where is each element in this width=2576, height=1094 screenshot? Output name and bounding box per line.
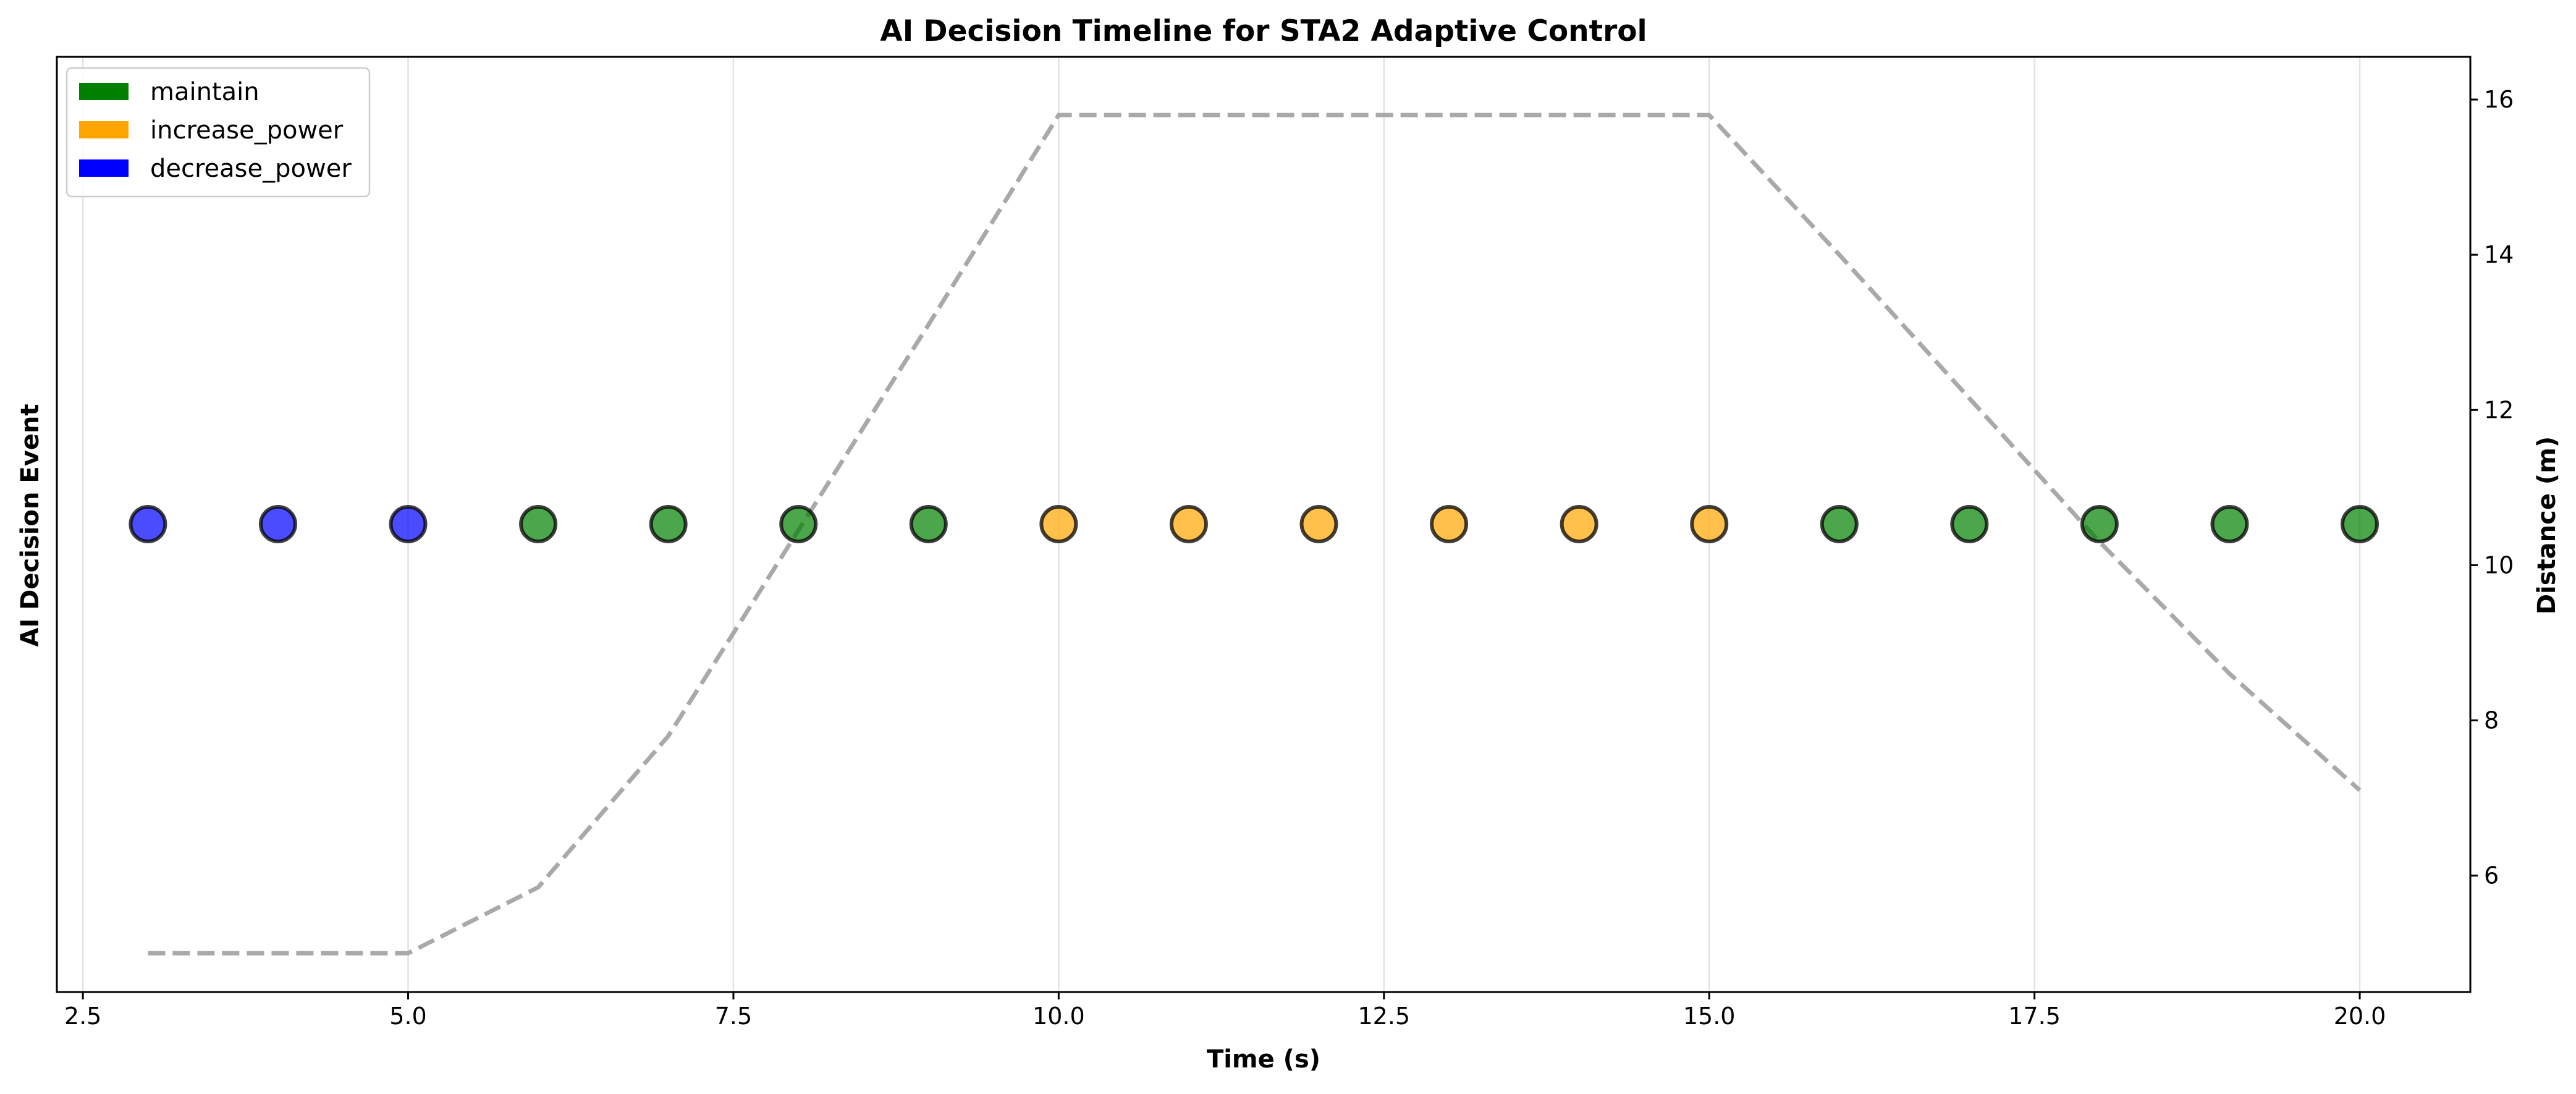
decision-point-increase-power [1299,505,1338,543]
x-axis-label: Time (s) [1207,1045,1320,1074]
x-tick-label: 20.0 [2334,1003,2386,1030]
x-tick-label: 15.0 [1683,1003,1736,1030]
decision-points [129,505,2380,543]
y2-tick-label: 14 [2484,241,2514,268]
decision-point-maintain [909,505,948,543]
decision-point-maintain [649,505,688,543]
legend-label: decrease_power [150,155,352,183]
y2-axis-ticks: 6 8 10 12 14 16 [2470,86,2514,889]
x-axis-ticks: 2.5 5.0 7.5 10.0 12.5 15.0 17.5 20.0 [64,992,2386,1030]
distance-series [148,112,2362,956]
decision-point-decrease-power [389,505,428,543]
y2-tick-label: 6 [2484,862,2499,889]
decision-point-maintain [779,505,818,543]
decision-point-increase-power [1430,505,1469,543]
legend-swatch-increase-power [79,121,129,138]
y-axis-label: AI Decision Event [16,404,44,647]
decision-point-increase-power [1169,505,1208,543]
legend-label: maintain [150,78,260,106]
decision-point-maintain [2341,505,2380,543]
decision-point-increase-power [1560,505,1598,543]
x-tick-label: 12.5 [1358,1003,1410,1030]
distance-line [148,112,2362,956]
decision-point-decrease-power [258,505,297,543]
y2-tick-label: 12 [2484,396,2514,423]
decision-point-maintain [2210,505,2249,543]
decision-point-maintain [1820,505,1859,543]
legend-swatch-decrease-power [79,159,129,177]
decision-point-maintain [519,505,558,543]
decision-point-decrease-power [129,505,167,543]
y2-axis-label: Distance (m) [2533,436,2561,614]
y2-tick-label: 8 [2484,707,2499,734]
decision-point-maintain [1950,505,1989,543]
x-tick-label: 10.0 [1033,1003,1085,1030]
plot-frame [56,56,2472,993]
decision-point-maintain [2080,505,2119,543]
decision-point-increase-power [1039,505,1078,543]
x-tick-label: 7.5 [715,1003,752,1030]
legend: maintain increase_power decrease_power [65,67,371,198]
decision-point-increase-power [1690,505,1729,543]
y2-tick-label: 10 [2484,551,2514,579]
chart-title: AI Decision Timeline for STA2 Adaptive C… [880,14,1647,48]
legend-label: increase_power [150,116,344,145]
y2-tick-label: 16 [2484,86,2514,113]
x-tick-label: 17.5 [2008,1003,2061,1030]
legend-frame [65,67,371,198]
x-tick-label: 2.5 [64,1003,101,1030]
legend-swatch-maintain [79,83,129,100]
x-tick-label: 5.0 [389,1003,426,1030]
